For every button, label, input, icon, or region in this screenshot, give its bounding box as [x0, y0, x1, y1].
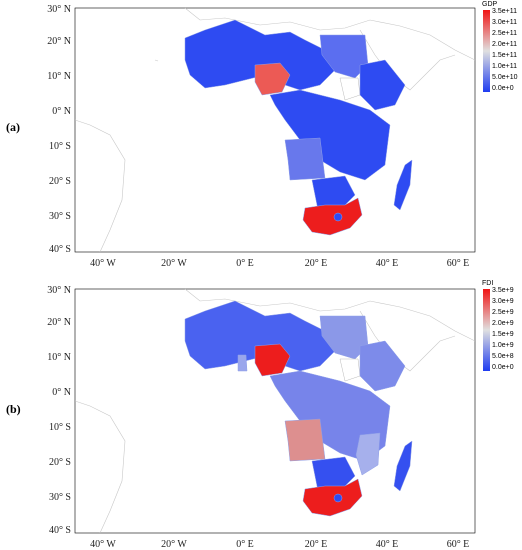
legend-b-tick: 3.5e+9 [492, 287, 514, 294]
map-b-frame [74, 288, 476, 534]
legend-b-tick: 2.0e+9 [492, 320, 514, 327]
legend-a-tick: 1.5e+11 [492, 52, 517, 59]
lon-label: 60° E [447, 539, 470, 550]
lat-label: 40° S [49, 244, 71, 255]
map-a-lat-labels: 30° N 20° N 10° N 0° N 10° S 20° S 30° S… [47, 4, 71, 255]
panel-b: (b) [0, 275, 522, 550]
panel-a-label: (a) [6, 120, 20, 134]
map-a: 30° N 20° N 10° N 0° N 10° S 20° S 30° S… [47, 4, 490, 269]
lat-label: 20° S [49, 457, 71, 468]
country-south-africa [302, 478, 363, 517]
lon-label: 0° E [236, 539, 254, 550]
legend-b-tick: 5.0e+8 [492, 353, 514, 360]
lat-label: 20° N [47, 36, 71, 47]
lat-label: 30° S [49, 492, 71, 503]
country-ethiopia [359, 59, 406, 111]
map-a-background-coasts [74, 7, 476, 253]
country-madagascar [393, 159, 413, 211]
lat-label: 10° N [47, 352, 71, 363]
country-south-africa [302, 197, 363, 236]
lat-label: 30° N [47, 285, 71, 296]
country-ethiopia [359, 340, 406, 392]
legend-b-tick: 2.5e+9 [492, 309, 514, 316]
lon-label: 20° E [305, 539, 328, 550]
region-central [269, 89, 391, 181]
lat-label: 20° N [47, 317, 71, 328]
country-madagascar [393, 440, 413, 492]
lon-label: 20° E [305, 258, 328, 269]
lon-label: 20° W [161, 258, 187, 269]
lat-label: 40° S [49, 525, 71, 536]
legend-b-tick: 1.0e+9 [492, 342, 514, 349]
region-sahel [184, 19, 336, 91]
legend-a-colorbar [483, 10, 490, 92]
map-a-frame [74, 7, 476, 253]
lat-label: 0° N [52, 387, 71, 398]
map-b-countries [184, 300, 413, 517]
lon-label: 60° E [447, 258, 470, 269]
lon-label: 0° E [236, 258, 254, 269]
lat-label: 10° N [47, 71, 71, 82]
map-a-lon-labels: 40° W 20° W 0° E 20° E 40° E 60° E [90, 258, 469, 269]
legend-a-tick: 0.0e+0 [492, 85, 514, 92]
map-b-lat-labels: 30° N 20° N 10° N 0° N 10° S 20° S 30° S… [47, 285, 71, 536]
legend-b-title: FDI [482, 280, 494, 287]
legend-a-tick: 5.0e+10 [492, 74, 518, 81]
region-southern [311, 175, 356, 211]
legend-a-tick: 3.5e+11 [492, 8, 517, 15]
lat-label: 10° S [49, 422, 71, 433]
country-mozambique [355, 432, 381, 476]
lon-label: 40° W [90, 539, 116, 550]
legend-b-colorbar [483, 289, 490, 371]
map-a-countries [184, 19, 413, 236]
lat-label: 30° N [47, 4, 71, 15]
country-lesotho [333, 493, 343, 503]
legend-b-tick: 3.0e+9 [492, 298, 514, 305]
map-b-background-coasts [74, 288, 476, 534]
lon-label: 40° E [376, 539, 399, 550]
lat-label: 20° S [49, 176, 71, 187]
lat-label: 10° S [49, 141, 71, 152]
country-nigeria [254, 62, 291, 96]
map-b: 30° N 20° N 10° N 0° N 10° S 20° S 30° S… [47, 285, 490, 550]
region-sahel [184, 300, 336, 372]
country-nigeria [254, 343, 291, 377]
country-angola [284, 418, 326, 462]
legend-b-tick: 1.5e+9 [492, 331, 514, 338]
lon-label: 20° W [161, 539, 187, 550]
country-lesotho [333, 212, 343, 222]
region-southern [311, 456, 356, 492]
panel-a: (a) [6, 1, 518, 269]
legend-a-tick: 2.5e+11 [492, 30, 517, 37]
lat-label: 0° N [52, 106, 71, 117]
legend-a-tick: 3.0e+11 [492, 19, 517, 26]
legend-a-tick: 1.0e+11 [492, 63, 517, 70]
lon-label: 40° E [376, 258, 399, 269]
lat-label: 30° S [49, 211, 71, 222]
legend-a-title: GDP [482, 1, 498, 8]
map-b-lon-labels: 40° W 20° W 0° E 20° E 40° E 60° E [90, 539, 469, 550]
country-ghana [237, 354, 248, 372]
legend-b-tick: 0.0e+0 [492, 364, 514, 371]
panel-b-label: (b) [6, 402, 21, 416]
legend-a-tick: 2.0e+11 [492, 41, 517, 48]
country-angola [284, 137, 326, 181]
lon-label: 40° W [90, 258, 116, 269]
